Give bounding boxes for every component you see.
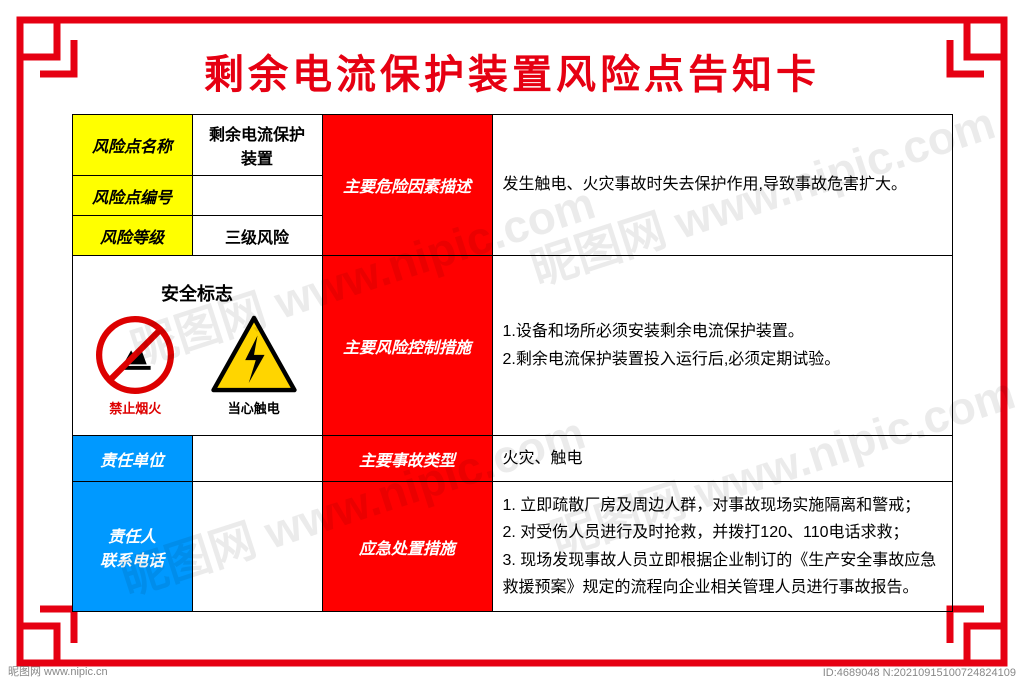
footer-right: ID:4689048 N:20210915100724824109 — [823, 667, 1016, 679]
label-safety-signs: 安全标志 — [83, 280, 312, 306]
label-risk-name: 风险点名称 — [72, 115, 192, 176]
value-emergency: 1. 立即疏散厂房及周边人群，对事故现场实施隔离和警戒； 2. 对受伤人员进行及… — [492, 482, 952, 612]
emergency-item-0: 1. 立即疏散厂房及周边人群，对事故现场实施隔离和警戒； — [503, 492, 942, 519]
sign-label-1: 当心触电 — [228, 398, 280, 417]
label-hazard-desc: 主要危险因素描述 — [322, 115, 492, 256]
electric-warning-icon — [210, 314, 298, 394]
value-hazard-desc: 发生触电、火灾事故时失去保护作用,导致事故危害扩大。 — [492, 115, 952, 256]
value-accident-type: 火灾、触电 — [492, 436, 952, 482]
sign-label-0: 禁止烟火 — [109, 398, 161, 417]
no-fire-icon — [96, 316, 174, 394]
value-contact — [192, 482, 322, 612]
footer-left: 昵图网 www.nipic.cn — [8, 663, 108, 679]
value-resp-unit — [192, 436, 322, 482]
label-contact: 责任人 联系电话 — [72, 482, 192, 612]
label-controls: 主要风险控制措施 — [322, 256, 492, 436]
emergency-item-1: 2. 对受伤人员进行及时抢救，并拨打120、110电话求救； — [503, 519, 942, 546]
value-risk-level: 三级风险 — [192, 216, 322, 256]
emergency-item-2: 3. 现场发现事故人员立即根据企业制订的《生产安全事故应急救援预案》规定的流程向… — [503, 547, 942, 601]
label-accident-type: 主要事故类型 — [322, 436, 492, 482]
risk-card-table: 风险点名称 剩余电流保护装置 主要危险因素描述 发生触电、火灾事故时失去保护作用… — [72, 114, 953, 612]
value-risk-name: 剩余电流保护装置 — [192, 115, 322, 176]
control-item-0: 1.设备和场所必须安装剩余电流保护装置。 — [503, 318, 942, 345]
label-risk-level: 风险等级 — [72, 216, 192, 256]
value-risk-no — [192, 176, 322, 216]
value-controls: 1.设备和场所必须安装剩余电流保护装置。 2.剩余电流保护装置投入运行后,必须定… — [492, 256, 952, 436]
card-title: 剩余电流保护装置风险点告知卡 — [28, 42, 996, 100]
safety-signs-cell: 安全标志 禁止烟火 — [72, 256, 322, 436]
sign-prohibition-fire: 禁止烟火 — [96, 316, 174, 417]
sign-warning-electric: 当心触电 — [210, 314, 298, 417]
label-risk-no: 风险点编号 — [72, 176, 192, 216]
label-emergency: 应急处置措施 — [322, 482, 492, 612]
label-resp-unit: 责任单位 — [72, 436, 192, 482]
control-item-1: 2.剩余电流保护装置投入运行后,必须定期试验。 — [503, 346, 942, 373]
